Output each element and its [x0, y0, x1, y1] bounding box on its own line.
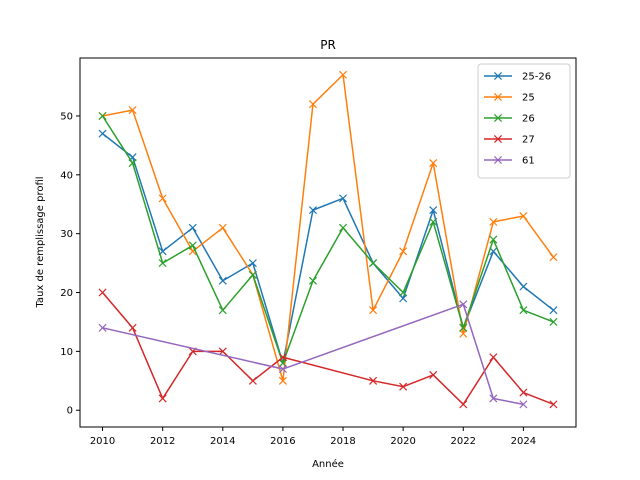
data-point-26 [429, 217, 438, 226]
data-point-27 [399, 382, 408, 391]
data-point-25 [459, 329, 468, 338]
data-point-25-26 [98, 129, 107, 138]
y-tick-label: 20 [60, 288, 73, 299]
data-point-25 [489, 217, 498, 226]
x-tick-label: 2014 [210, 436, 235, 447]
x-axis: 2010 2012 2014 2016 2018 2020 2022 2024 [90, 427, 536, 447]
series-line-26 [101, 115, 554, 364]
x-tick-label: 2012 [150, 436, 175, 447]
data-point-27 [519, 388, 528, 397]
data-point-26 [519, 306, 528, 315]
data-point-25 [369, 306, 378, 315]
legend-label-25: 25 [522, 93, 535, 104]
data-point-61 [489, 394, 498, 403]
data-point-26 [128, 159, 137, 168]
data-point-27 [98, 288, 107, 297]
y-tick-label: 10 [60, 347, 73, 358]
data-point-26 [188, 241, 197, 250]
data-point-25 [308, 100, 317, 109]
data-point-27 [248, 376, 257, 385]
x-tick-label: 2010 [90, 436, 115, 447]
plot-area [98, 70, 558, 409]
data-point-26 [399, 288, 408, 297]
data-point-61 [98, 323, 107, 332]
data-point-26 [549, 317, 558, 326]
legend-label-26: 26 [522, 114, 535, 125]
data-point-25-26 [489, 247, 498, 256]
data-point-61 [278, 365, 287, 374]
data-point-26 [158, 259, 167, 268]
x-tick-label: 2024 [511, 436, 536, 447]
data-point-25 [128, 106, 137, 115]
data-point-25-26 [339, 194, 348, 203]
data-point-27 [489, 353, 498, 362]
data-point-27 [278, 353, 287, 362]
x-tick-label: 2018 [330, 436, 355, 447]
x-tick-label: 2022 [451, 436, 476, 447]
data-point-25-26 [519, 282, 528, 291]
data-point-26 [278, 359, 287, 368]
data-point-25 [549, 253, 558, 262]
axes-frame [79, 57, 577, 428]
data-point-27 [549, 400, 558, 409]
series-line-25-26 [102, 133, 554, 364]
legend-label-25-26: 25-26 [522, 72, 551, 83]
data-point-25 [429, 159, 438, 168]
data-point-25-26 [308, 206, 317, 215]
data-point-25-26 [248, 259, 257, 268]
data-point-26 [369, 259, 378, 268]
data-point-61 [519, 400, 528, 409]
data-point-25 [399, 247, 408, 256]
data-point-27 [369, 376, 378, 385]
data-point-27 [158, 394, 167, 403]
x-tick-label: 2020 [390, 436, 415, 447]
x-axis-label: Année [312, 458, 344, 470]
legend-box [477, 63, 571, 179]
data-point-26 [308, 276, 317, 285]
legend: 25-26 25 26 27 61 [477, 63, 571, 179]
data-point-26 [339, 223, 348, 232]
chart-title: PR [320, 38, 336, 52]
data-point-61 [459, 300, 468, 309]
data-point-25 [278, 376, 287, 385]
data-point-26 [218, 306, 227, 315]
data-point-27 [218, 347, 227, 356]
y-axis: 0 10 20 30 40 50 [60, 111, 80, 417]
data-point-25-26 [218, 276, 227, 285]
legend-label-27: 27 [522, 135, 535, 146]
legend-marker-25 [493, 92, 503, 102]
y-axis-label: Taux de remplissage profil [35, 176, 46, 308]
data-point-26 [489, 235, 498, 244]
data-point-25-26 [549, 306, 558, 315]
legend-marker-26 [493, 113, 503, 123]
legend-marker-25-26 [493, 71, 503, 81]
legend-label-61: 61 [522, 156, 535, 167]
y-tick-label: 30 [60, 229, 73, 240]
legend-marker-61 [493, 155, 503, 165]
legend-marker-27 [493, 134, 503, 144]
series-line-25 [102, 74, 555, 382]
data-point-26 [98, 111, 107, 120]
data-point-25-26 [188, 223, 197, 232]
data-point-27 [459, 400, 468, 409]
data-point-25 [158, 194, 167, 203]
data-point-26 [248, 270, 257, 279]
data-point-25 [519, 211, 528, 221]
y-tick-label: 50 [60, 111, 73, 122]
data-point-27 [128, 323, 137, 332]
series-line-27 [101, 292, 554, 406]
y-tick-label: 0 [67, 406, 73, 417]
x-tick-label: 2016 [270, 436, 295, 447]
data-point-25-26 [399, 294, 408, 303]
data-point-26 [459, 323, 468, 332]
data-point-25 [339, 70, 348, 79]
data-point-25 [218, 223, 227, 232]
y-tick-label: 40 [60, 170, 73, 181]
data-point-27 [429, 370, 438, 379]
data-point-25-26 [429, 206, 438, 215]
